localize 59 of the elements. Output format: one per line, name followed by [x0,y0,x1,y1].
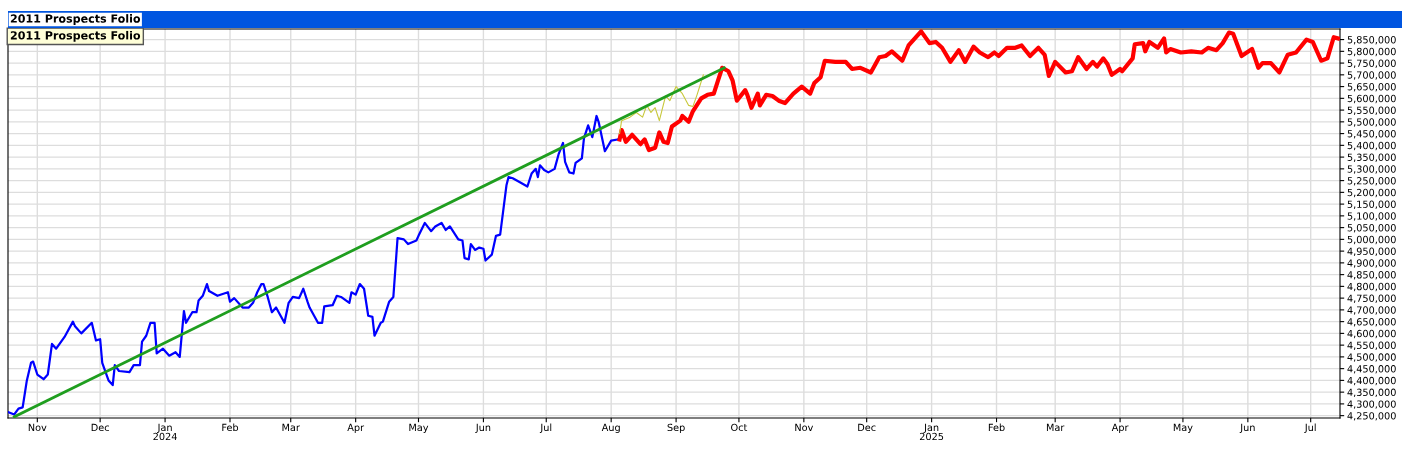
line-series [618,74,704,135]
x-tick-label: May [409,423,429,433]
y-tick-label: 5,250,000 [1347,177,1396,186]
y-tick-label: 5,550,000 [1347,106,1396,115]
y-tick-label: 5,050,000 [1347,224,1396,233]
x-tick-label: Aug [601,423,620,433]
chart-title: 2011 Prospects Folio [10,14,141,25]
x-tick-label: Feb [988,423,1005,432]
y-tick-label: 4,350,000 [1347,388,1396,397]
x-tick-label: May [1173,423,1193,433]
x-tick-label: Nov [795,423,814,432]
y-tick-label: 4,250,000 [1347,412,1396,421]
y-tick-label: 4,800,000 [1347,282,1396,292]
y-tick-label: 5,850,000 [1347,36,1396,45]
x-tick-label: Apr [1111,423,1129,433]
x-tick-label: Jan 2024 [153,423,177,441]
y-tick-label: 5,500,000 [1347,118,1396,127]
line-series [617,29,1340,153]
x-tick-label: Jul [1304,423,1316,433]
y-tick-label: 5,150,000 [1347,200,1396,209]
y-tick-label: 5,200,000 [1347,188,1396,198]
y-tick-label: 5,350,000 [1347,153,1396,162]
x-tick-label: Dec [91,423,109,432]
y-tick-label: 5,300,000 [1347,165,1396,174]
y-tick-label: 5,400,000 [1347,141,1396,151]
y-tick-label: 5,650,000 [1347,83,1396,92]
y-tick-label: 5,450,000 [1347,130,1396,139]
y-tick-label: 4,850,000 [1347,271,1396,280]
y-tick-label: 4,950,000 [1347,247,1396,256]
y-tick-label: 5,600,000 [1347,94,1396,104]
x-tick-label: Jul [539,423,552,433]
x-tick-label: Oct [731,423,748,432]
x-tick-label: Jun [1239,423,1255,433]
x-tick-label: Apr [347,423,365,433]
x-tick-label: Mar [282,423,300,432]
line-series [8,114,621,416]
y-tick-label: 4,450,000 [1347,365,1396,374]
y-tick-label: 5,750,000 [1347,59,1396,68]
x-tick-label: Dec [858,423,876,432]
x-tick-label: Feb [222,423,239,432]
y-tick-label: 4,300,000 [1347,400,1396,409]
x-tick-label: Nov [28,423,47,432]
y-tick-label: 4,400,000 [1347,376,1396,386]
y-tick-label: 4,550,000 [1347,341,1396,350]
y-tick-label: 5,800,000 [1347,47,1396,57]
y-tick-label: 4,600,000 [1347,329,1396,339]
y-tick-label: 5,700,000 [1347,71,1396,80]
x-tick-label: Jun [475,423,491,433]
x-tick-label: Sep [667,423,685,433]
y-tick-label: 5,000,000 [1347,235,1396,245]
annotation: 2011 Prospects Folio [10,30,141,42]
y-tick-label: 4,500,000 [1347,353,1396,362]
x-tick-label: Jan 2025 [919,423,944,441]
y-tick-label: 4,900,000 [1347,259,1396,268]
y-tick-label: 4,650,000 [1347,318,1396,327]
y-tick-label: 5,100,000 [1347,212,1396,221]
y-tick-label: 4,750,000 [1347,294,1396,303]
y-tick-label: 4,700,000 [1347,306,1396,315]
x-tick-label: Mar [1046,423,1065,432]
